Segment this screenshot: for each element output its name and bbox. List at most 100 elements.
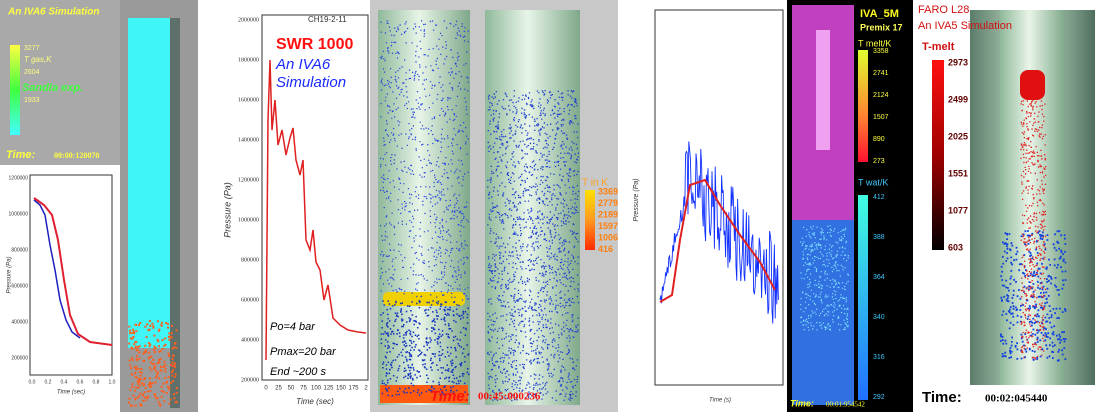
label: 1000000 xyxy=(238,217,259,223)
label: 1800000 xyxy=(238,57,259,63)
label: 0.8 xyxy=(93,379,100,385)
label: 2741 xyxy=(873,70,889,77)
label: 150 xyxy=(336,386,347,392)
label: T-melt xyxy=(922,41,955,53)
label: Time: xyxy=(790,398,814,408)
label: 1006 xyxy=(598,232,618,242)
curve xyxy=(33,199,81,339)
label: 292 xyxy=(873,394,885,401)
label: 1597 xyxy=(598,221,618,231)
colorbar xyxy=(585,190,595,250)
label: 0.2 xyxy=(45,379,52,385)
label: 2604 xyxy=(24,69,40,76)
label: T in K xyxy=(582,178,608,189)
label: 600000 xyxy=(11,283,28,289)
particles xyxy=(128,320,178,407)
label: 273 xyxy=(873,158,885,165)
melt xyxy=(1020,70,1045,100)
plot-bg xyxy=(0,165,120,412)
label: An IVA5 Simulation xyxy=(918,20,1012,32)
label: 1200000 xyxy=(9,175,29,181)
label: Time (s) xyxy=(709,398,731,404)
curve xyxy=(659,178,776,303)
label: 2025 xyxy=(948,131,968,141)
label: 800000 xyxy=(11,247,28,253)
water xyxy=(792,220,854,405)
label: 316 xyxy=(873,354,885,361)
label: 1400000 xyxy=(238,137,259,143)
label: 416 xyxy=(598,244,613,254)
label: 175 xyxy=(348,386,359,392)
label: 200000 xyxy=(11,355,28,361)
label: T melt/K xyxy=(858,38,891,48)
label: 125 xyxy=(323,386,334,392)
label: 2124 xyxy=(873,92,889,99)
label: 3358 xyxy=(873,48,889,55)
label: Pmax=20 bar xyxy=(270,346,337,358)
label: 1.0 xyxy=(109,379,116,385)
label: 1507 xyxy=(873,114,889,121)
label: SWR 1000 xyxy=(276,36,353,53)
label: 200000 xyxy=(241,377,259,383)
label: Pressure (Pa) xyxy=(7,256,13,293)
label: 1551 xyxy=(948,168,968,178)
colorbar xyxy=(10,45,20,135)
label: 00:00:120070 xyxy=(54,151,99,160)
label: Simulation xyxy=(276,74,346,91)
label: End ~200 s xyxy=(270,366,326,378)
label: 2779 xyxy=(598,198,618,208)
plot-frame xyxy=(29,174,113,376)
vessel xyxy=(485,10,580,405)
nozzle xyxy=(816,30,830,150)
label: 2 xyxy=(364,386,368,392)
label: 0.6 xyxy=(77,379,84,385)
label: 0.0 xyxy=(29,379,36,385)
label: 00:02:045440 xyxy=(985,393,1048,405)
particles xyxy=(800,225,850,331)
label: T gas,K xyxy=(24,55,52,64)
particles xyxy=(1020,100,1047,360)
label: 1600000 xyxy=(238,97,259,103)
label: 1000000 xyxy=(9,211,29,217)
label: Time (sec) xyxy=(57,390,85,396)
label: FARO L28 xyxy=(918,4,969,16)
label: An IVA6 xyxy=(275,56,331,73)
label: 3277 xyxy=(24,45,40,52)
fluid xyxy=(128,18,176,348)
label: 388 xyxy=(873,234,885,241)
label: 2499 xyxy=(948,94,968,104)
label: 0.4 xyxy=(61,379,68,385)
label: 412 xyxy=(873,194,885,201)
label: 890 xyxy=(873,136,885,143)
label: 3369 xyxy=(598,186,618,196)
plot-frame xyxy=(654,9,784,386)
label: 00:45:000236 xyxy=(478,391,541,403)
label: 0 xyxy=(264,386,268,392)
label: Premix 17 xyxy=(860,22,903,32)
label: 600000 xyxy=(241,297,259,303)
label: Pressure (Pa) xyxy=(633,178,640,221)
curve xyxy=(33,197,113,346)
label: Sandia exp. xyxy=(22,82,83,94)
label: 800000 xyxy=(241,257,259,263)
label: 2973 xyxy=(948,57,968,67)
label: IVA_5M xyxy=(860,8,899,20)
label: CH19-2-11 xyxy=(308,15,347,24)
label: 2000000 xyxy=(238,17,259,23)
label: 1077 xyxy=(948,205,968,215)
label: 1933 xyxy=(24,97,40,104)
melt xyxy=(383,292,465,306)
label: 400000 xyxy=(241,337,259,343)
plot-frame xyxy=(261,14,369,381)
label: 75 xyxy=(300,386,307,392)
label: Time: xyxy=(6,149,35,161)
label: 340 xyxy=(873,314,885,321)
label: An IVA6 Simulation xyxy=(7,7,100,18)
label: 2189 xyxy=(598,209,618,219)
label: 100 xyxy=(311,386,322,392)
particles xyxy=(128,20,1067,407)
label: Time (sec) xyxy=(296,397,334,406)
label: 00:01:954542 xyxy=(826,401,865,409)
label: Time: xyxy=(430,388,470,405)
